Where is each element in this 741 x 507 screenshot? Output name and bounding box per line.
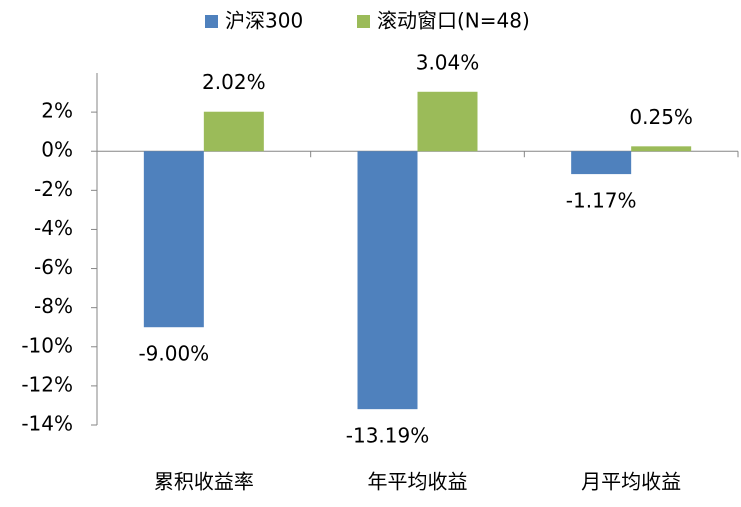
y-tick-label: -8%: [34, 294, 73, 318]
legend-swatch: [357, 15, 370, 28]
bar: [417, 91, 478, 152]
x-tick-label: 累积收益率: [154, 470, 254, 494]
bar: [143, 151, 204, 328]
bar: [631, 146, 692, 152]
bar: [203, 111, 264, 152]
legend-swatch: [205, 15, 218, 28]
y-tick-label: -6%: [34, 255, 73, 279]
y-tick-label: -4%: [34, 216, 73, 240]
bar: [357, 151, 418, 410]
y-tick-label: -2%: [34, 177, 73, 201]
x-tick-label: 月平均收益: [581, 470, 681, 494]
legend-label: 滚动窗口(N=48): [377, 9, 530, 33]
data-label: -13.19%: [346, 424, 429, 448]
y-tick-label: -12%: [21, 372, 73, 396]
bar: [571, 151, 632, 175]
x-tick-label: 年平均收益: [368, 470, 468, 494]
y-tick-label: 0%: [41, 138, 73, 162]
legend-label: 沪深300: [225, 9, 303, 33]
y-tick-label: -10%: [21, 333, 73, 357]
y-tick-label: 2%: [41, 99, 73, 123]
y-tick-label: -14%: [21, 412, 73, 436]
data-label: -9.00%: [138, 342, 209, 366]
data-label: 2.02%: [202, 70, 266, 94]
data-label: 0.25%: [629, 105, 693, 129]
data-label: 3.04%: [416, 50, 480, 74]
data-label: -1.17%: [566, 189, 637, 213]
